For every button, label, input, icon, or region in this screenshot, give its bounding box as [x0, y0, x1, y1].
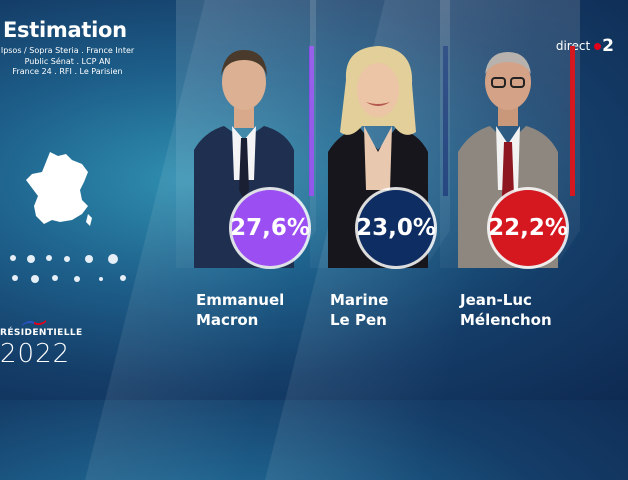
- candidate-name: Marine Le Pen: [330, 290, 388, 330]
- live-dot-icon: [594, 42, 602, 50]
- percent-badge: 22,2%: [488, 190, 568, 266]
- candidate-name: Jean-Luc Mélenchon: [460, 290, 552, 330]
- candidate-first-name: Marine: [330, 291, 389, 309]
- candidate-color-bar: [570, 46, 575, 196]
- overseas-territories-icon: [10, 254, 126, 283]
- candidate-first-name: Jean-Luc: [460, 291, 532, 309]
- candidate-color-bar: [309, 46, 314, 196]
- source-line: France 24 . RFI . Le Parisien: [12, 67, 123, 76]
- candidate-last-name: Mélenchon: [460, 311, 552, 329]
- poll-sources: Ipsos / Sopra Steria . France Inter Publ…: [0, 46, 135, 78]
- source-line: Public Sénat . LCP AN: [24, 56, 111, 66]
- source-line: Ipsos / Sopra Steria . France Inter: [0, 46, 135, 55]
- percent-badge: 27,6%: [230, 190, 310, 266]
- tricolor-ribbon-icon: [22, 320, 46, 326]
- candidate-card-le-pen: 23,0% Marine Le Pen: [310, 0, 450, 400]
- candidate-card-melenchon: 22,2% Jean-Luc Mélenchon: [440, 0, 580, 400]
- page-title: Estimation: [3, 18, 127, 42]
- candidate-first-name: Emmanuel: [196, 291, 285, 309]
- event-label: RÉSIDENTIELLE: [0, 328, 83, 338]
- candidate-last-name: Macron: [196, 311, 259, 329]
- candidate-last-name: Le Pen: [330, 311, 387, 329]
- channel-number: 2: [602, 36, 614, 56]
- candidate-name: Emmanuel Macron: [196, 290, 284, 330]
- france-map-icon: [26, 152, 92, 226]
- candidate-card-macron: 27,6% Emmanuel Macron: [176, 0, 316, 400]
- candidate-color-bar: [443, 46, 448, 196]
- percent-badge: 23,0%: [356, 190, 436, 266]
- event-year: 2022: [0, 339, 71, 369]
